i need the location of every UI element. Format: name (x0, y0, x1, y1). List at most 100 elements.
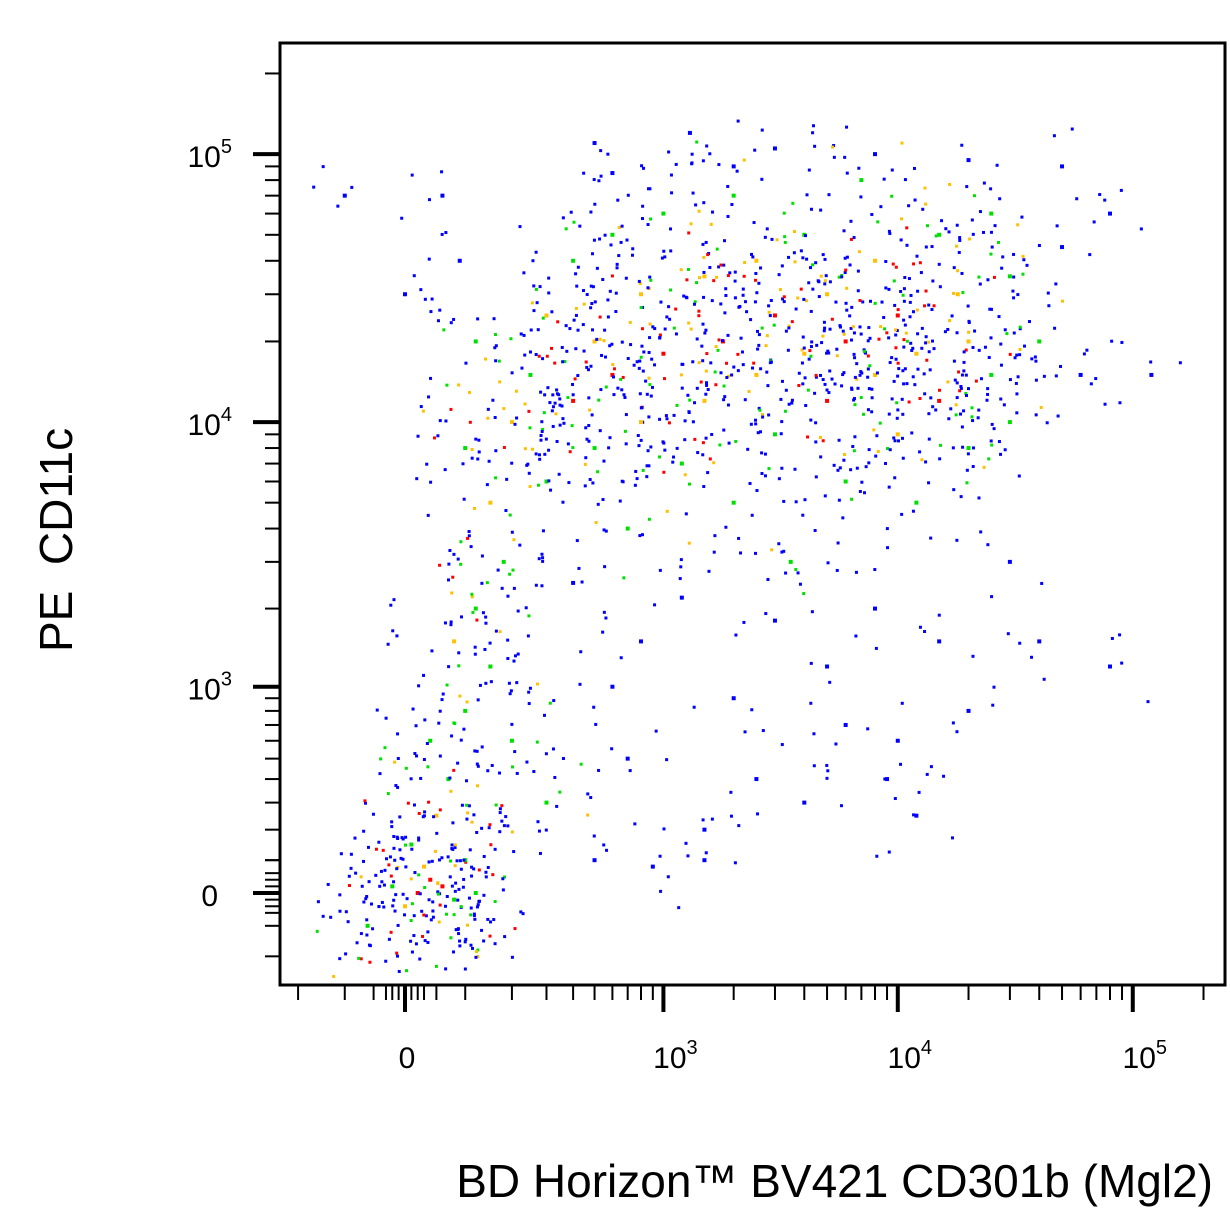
data-point (461, 885, 465, 889)
data-point (841, 329, 845, 333)
data-point (625, 526, 630, 531)
data-point (493, 415, 497, 419)
data-point (684, 841, 688, 845)
data-point (989, 211, 994, 216)
data-point (1002, 403, 1006, 407)
data-point (760, 472, 764, 476)
data-point (476, 317, 480, 321)
data-point (890, 397, 894, 401)
data-point (620, 388, 624, 392)
data-point (592, 141, 597, 146)
data-point (414, 724, 418, 728)
data-point (523, 353, 527, 357)
data-point (800, 348, 804, 352)
data-point (1000, 266, 1004, 270)
data-point (508, 572, 512, 576)
data-point (895, 416, 899, 420)
data-point (900, 141, 904, 145)
data-point (823, 282, 827, 286)
data-point (740, 350, 744, 354)
data-point (832, 463, 836, 467)
data-point (638, 359, 642, 363)
data-point (1008, 378, 1012, 382)
data-point (752, 361, 756, 365)
data-point (491, 873, 495, 877)
data-point (817, 280, 821, 284)
data-point (800, 361, 804, 365)
data-point (476, 698, 480, 702)
data-point (453, 864, 457, 868)
data-point (714, 345, 718, 349)
data-point (473, 749, 477, 753)
data-point (772, 146, 777, 151)
data-point (502, 407, 506, 411)
data-point (971, 654, 975, 658)
data-point (907, 204, 911, 208)
data-point (992, 275, 996, 279)
data-point (866, 354, 870, 358)
data-point (895, 313, 900, 318)
data-point (692, 302, 696, 306)
data-point (743, 300, 747, 304)
data-point (541, 316, 545, 320)
data-point (440, 856, 444, 860)
data-point (757, 406, 761, 410)
data-point (347, 874, 351, 878)
data-point (761, 413, 765, 417)
data-point (885, 527, 889, 531)
data-point (828, 369, 832, 373)
data-point (669, 288, 673, 292)
data-point (924, 245, 928, 249)
data-point (466, 536, 470, 540)
data-point (414, 942, 418, 946)
data-point (396, 757, 400, 761)
data-point (645, 464, 649, 468)
data-point (591, 328, 595, 332)
data-point (658, 333, 662, 337)
data-point (920, 346, 924, 350)
data-point (767, 413, 771, 417)
data-point (902, 338, 906, 342)
data-point (449, 321, 453, 325)
data-point (590, 413, 594, 417)
data-point (387, 937, 391, 941)
data-point (624, 276, 628, 280)
data-point (959, 495, 963, 499)
data-point (802, 351, 807, 356)
data-point (387, 863, 391, 867)
data-point (641, 369, 645, 373)
data-point (842, 229, 846, 233)
data-point (451, 950, 455, 954)
data-point (427, 800, 431, 804)
data-point (937, 398, 942, 403)
data-point (908, 300, 912, 304)
data-point (761, 729, 765, 733)
data-point (444, 967, 448, 971)
data-point (1015, 411, 1019, 415)
data-point (924, 460, 928, 464)
data-point (759, 266, 763, 270)
data-point (312, 185, 316, 189)
data-point (537, 453, 541, 457)
data-point (592, 834, 596, 838)
data-point (772, 313, 777, 318)
data-point (802, 297, 806, 301)
data-point (897, 367, 901, 371)
data-point (574, 313, 578, 317)
data-point (804, 299, 808, 303)
data-point (458, 939, 462, 943)
data-point (887, 287, 891, 291)
data-point (783, 240, 787, 244)
data-point (378, 772, 382, 776)
data-point (913, 383, 917, 387)
data-point (903, 178, 907, 182)
data-point (540, 584, 544, 588)
data-point (823, 257, 827, 261)
data-point (532, 770, 536, 774)
data-point (488, 641, 492, 645)
data-point (1033, 355, 1037, 359)
data-point (501, 888, 505, 892)
data-point (750, 513, 754, 517)
data-point (719, 371, 723, 375)
data-point (679, 461, 684, 466)
